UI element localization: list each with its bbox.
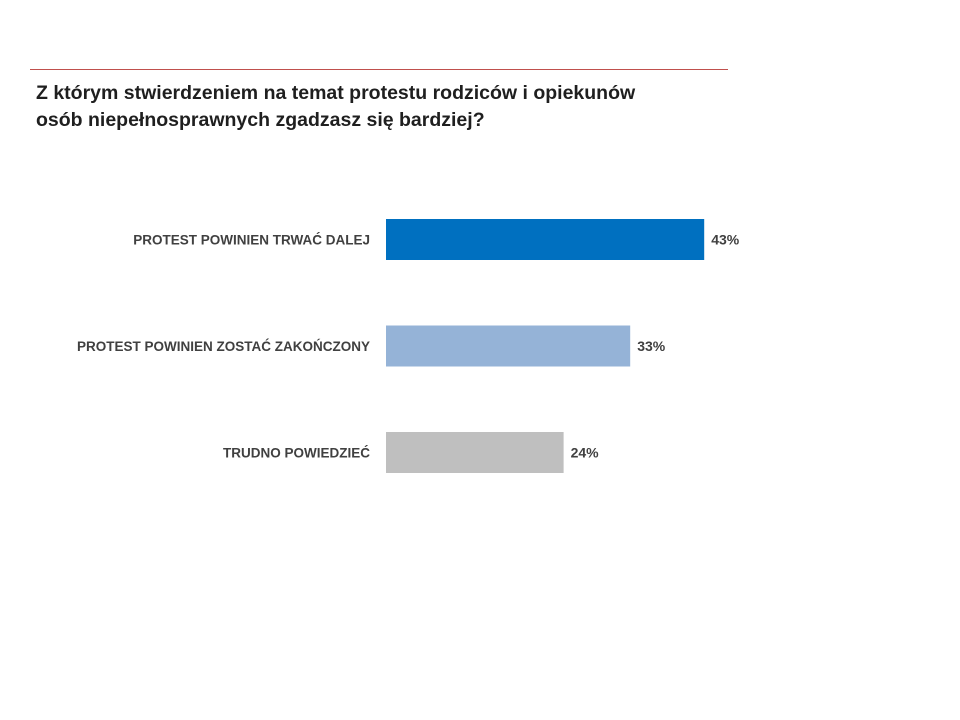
category-label: PROTEST POWINIEN TRWAĆ DALEJ [133, 233, 370, 248]
bar [386, 325, 631, 367]
category-label: TRUDNO POWIEDZIEĆ [223, 446, 370, 461]
category-label: PROTEST POWINIEN ZOSTAĆ ZAKOŃCZONY [77, 339, 370, 354]
value-label: 33% [637, 338, 666, 354]
value-label: 43% [711, 232, 740, 248]
question-line-1: Z którym stwierdzeniem na temat protestu… [36, 82, 636, 104]
question-line-2: osób niepełnosprawnych zgadzasz się bard… [36, 109, 485, 131]
bar [386, 432, 564, 473]
top-divider-line [30, 69, 728, 70]
bars-layer: PROTEST POWINIEN TRWAĆ DALEJ 43% PROTEST P… [77, 219, 740, 473]
question-title: Z którym stwierdzeniem na temat protestu… [36, 80, 736, 134]
bar [386, 219, 705, 260]
value-label: 24% [571, 445, 600, 461]
